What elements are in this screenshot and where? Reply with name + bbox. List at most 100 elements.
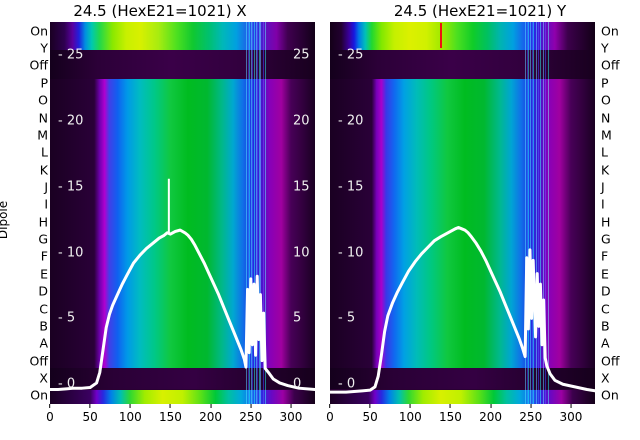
category-tick-label: M	[37, 127, 48, 143]
x-tick-mark	[250, 404, 252, 408]
x-axis-y: 0 50 100 150 200 250 300	[326, 404, 595, 440]
striation-line	[245, 22, 247, 404]
striation-line	[255, 22, 257, 404]
x-tick-label: 50	[362, 410, 378, 424]
x-tick-label: 300	[279, 410, 303, 424]
heatmap-axes-y[interactable]: - 0 - 5 - 10 - 15 - 20 - 25	[330, 22, 595, 404]
x-tick: 100	[399, 404, 422, 424]
heatmap-band-top-spectrum-band	[330, 22, 595, 50]
x-tick-mark	[409, 404, 411, 408]
category-tick-label: Off	[29, 353, 48, 369]
category-tick-label: K	[39, 162, 48, 178]
y-tick-label-inner: - 5	[338, 310, 356, 326]
y-tick-label-inner-right: 0	[293, 376, 302, 392]
striation-line	[247, 22, 249, 404]
category-tick-label: N	[601, 110, 611, 125]
category-axis-left-x: On Y Off P O N M L K J I H G F E D C B A Off X On	[2, 22, 48, 404]
red-marker-tick	[440, 23, 442, 49]
category-tick-label: Off	[601, 57, 620, 73]
striation-line	[540, 22, 542, 404]
category-tick-label: D	[38, 283, 48, 299]
y-tick-label-inner: - 0	[338, 376, 356, 392]
category-tick-label: J	[601, 179, 605, 195]
category-tick-label: X	[601, 370, 610, 386]
category-tick-label: X	[39, 370, 48, 386]
category-tick-label: On	[601, 23, 619, 39]
x-tick-mark	[169, 404, 171, 408]
x-tick: 150	[159, 404, 182, 424]
category-tick-label: Off	[601, 353, 620, 369]
striation-line	[533, 22, 535, 404]
x-tick-label: 100	[398, 410, 422, 424]
x-tick-mark	[210, 404, 212, 408]
y-tick-label-inner: - 0	[58, 376, 76, 392]
x-tick-label: 100	[118, 410, 142, 424]
x-tick: 150	[439, 404, 462, 424]
x-tick: 300	[279, 404, 302, 424]
category-tick-label: K	[601, 162, 610, 178]
category-tick-label: E	[40, 266, 48, 282]
x-tick: 200	[479, 404, 502, 424]
category-tick-label: Y	[601, 40, 609, 56]
heatmap-band-separator-dark-upper	[50, 49, 315, 79]
y-tick-label-inner-right: 20	[293, 113, 310, 129]
x-tick: 50	[83, 404, 98, 424]
category-tick-label: O	[38, 92, 48, 108]
striation-line	[262, 22, 264, 404]
y-tick-label-inner: - 10	[338, 245, 364, 261]
y-tick-label-inner-right: 25	[293, 47, 310, 63]
x-tick-label: 0	[46, 410, 54, 424]
x-tick-mark	[89, 404, 91, 408]
category-tick-label: G	[38, 231, 48, 247]
category-tick-label: B	[601, 318, 610, 334]
panel-x-title: 24.5 (HexE21=1021) X	[73, 2, 247, 20]
x-tick-mark	[449, 404, 451, 408]
heatmap-axes-x[interactable]: - 0 - 5 - 10 - 15 - 20 - 25 0 5 10 15 20 25	[50, 22, 315, 404]
striation-line	[526, 22, 528, 404]
y-tick-label-inner: - 25	[58, 47, 84, 63]
vertical-striations	[330, 22, 595, 404]
heatmap-band-bottom-spectrum-band	[50, 389, 315, 404]
category-tick-label: Y	[40, 40, 48, 56]
x-tick-label: 300	[559, 410, 583, 424]
striation-line	[249, 22, 251, 404]
category-tick-label: On	[30, 23, 48, 39]
striation-line	[529, 22, 531, 404]
category-tick-label: C	[601, 301, 610, 316]
x-tick: 200	[199, 404, 222, 424]
x-tick-mark	[329, 404, 331, 408]
x-tick-label: 200	[199, 410, 223, 424]
y-tick-label-inner: - 20	[338, 113, 364, 129]
category-tick-label: L	[601, 144, 608, 160]
category-tick-label: I	[44, 196, 48, 212]
x-tick: 300	[559, 404, 582, 424]
x-tick: 250	[239, 404, 262, 424]
x-tick: 50	[363, 404, 378, 424]
heatmap-band-top-spectrum-band	[50, 22, 315, 50]
category-tick-label: O	[601, 92, 611, 108]
x-tick-label: 0	[326, 410, 334, 424]
category-tick-label: On	[601, 387, 619, 403]
category-tick-label: D	[601, 283, 611, 299]
y-tick-label-inner: - 10	[58, 245, 84, 261]
x-tick-mark	[290, 404, 292, 408]
x-tick-mark	[129, 404, 131, 408]
x-tick-label: 200	[479, 410, 503, 424]
y-tick-label-inner-right: 5	[293, 310, 302, 326]
striation-line	[535, 22, 537, 404]
striation-line	[542, 22, 544, 404]
y-tick-label-inner: - 15	[58, 179, 84, 195]
category-tick-label: Off	[29, 57, 48, 73]
x-tick-mark	[570, 404, 572, 408]
y-tick-label-inner: - 20	[58, 113, 84, 129]
category-tick-label: On	[30, 387, 48, 403]
striation-line	[265, 22, 267, 404]
category-tick-label: G	[601, 231, 611, 247]
category-tick-label: A	[39, 335, 48, 351]
x-tick-label: 250	[239, 410, 263, 424]
striation-line	[260, 22, 262, 404]
category-tick-label: B	[39, 318, 48, 334]
x-axis-x: 0 50 100 150 200 250 300	[46, 404, 315, 440]
x-tick-mark	[369, 404, 371, 408]
